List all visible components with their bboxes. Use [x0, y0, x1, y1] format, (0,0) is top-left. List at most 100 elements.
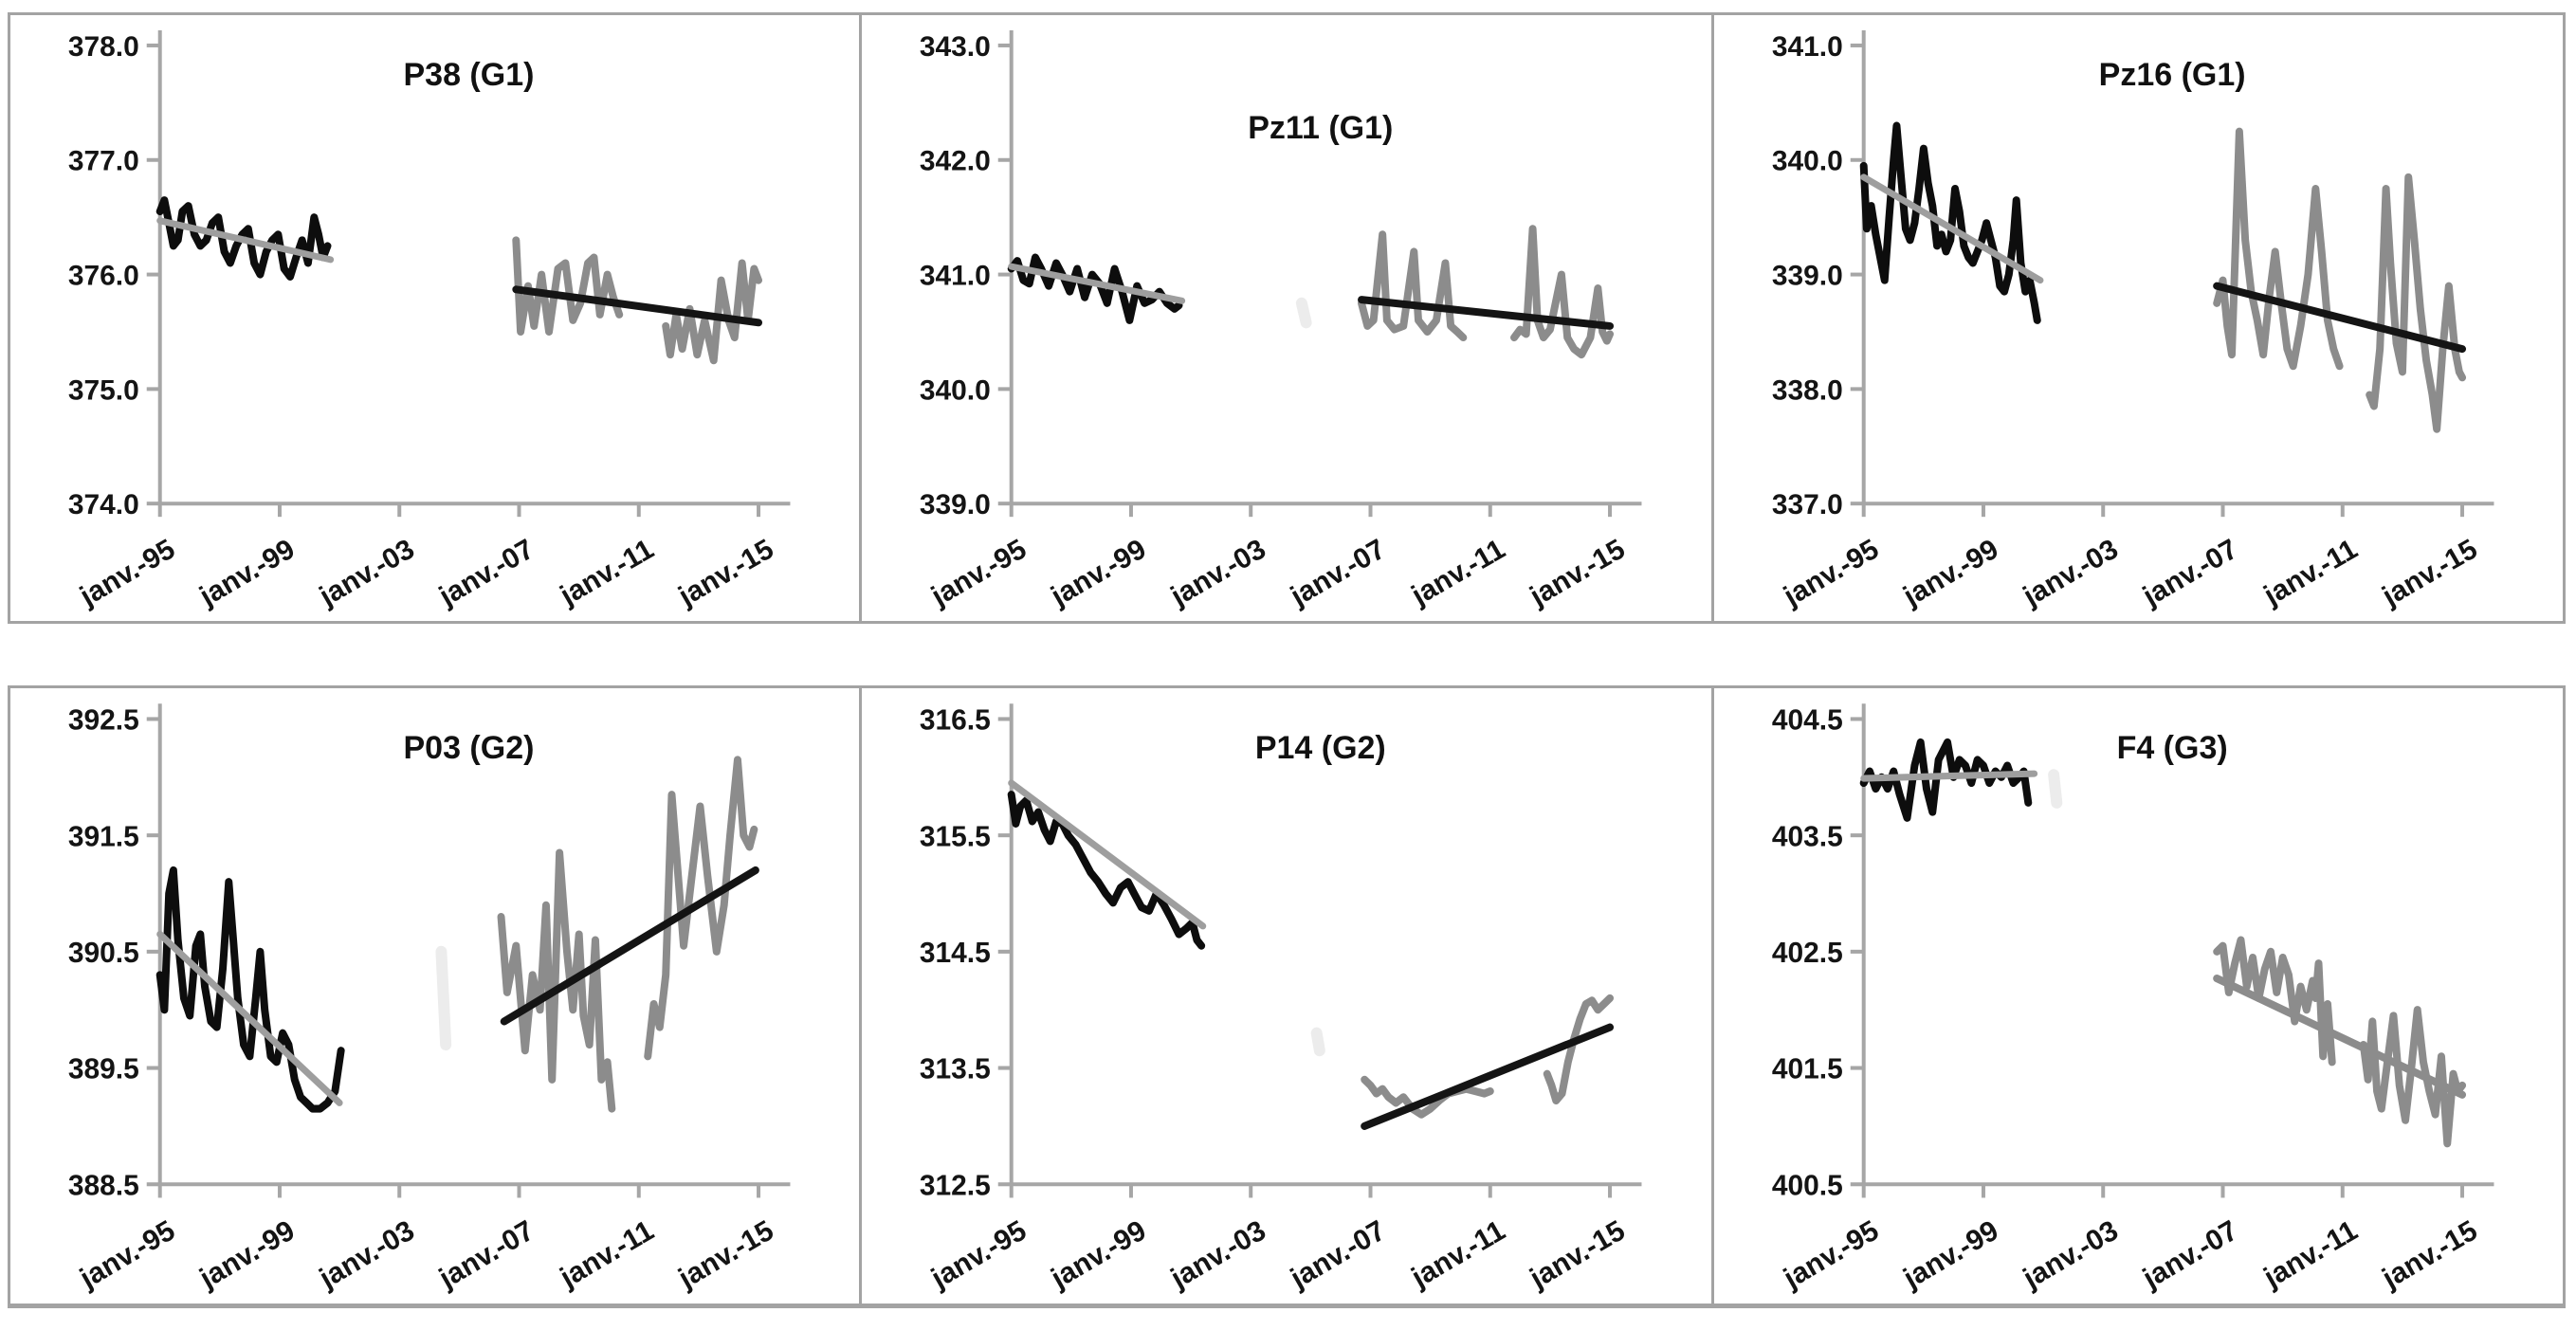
trend-line — [500, 866, 759, 1026]
trend-line — [1859, 770, 2037, 782]
ghost-measurement-mark — [435, 945, 452, 1051]
x-tick-label: janv.-95 — [74, 1214, 180, 1295]
x-tick-label: janv.-15 — [673, 1214, 779, 1295]
trend-line — [156, 217, 335, 264]
chart-title: Pz16 (G1) — [2098, 57, 2246, 93]
x-tick-label: janv.-99 — [193, 534, 300, 613]
x-tick-label: janv.-15 — [2376, 534, 2482, 613]
trend-line — [1008, 779, 1207, 930]
y-tick-label: 343.0 — [920, 31, 991, 63]
x-tick-label: janv.-07 — [433, 1214, 539, 1295]
data-series — [662, 259, 763, 365]
x-tick-label: janv.-03 — [1165, 534, 1271, 613]
x-tick-label: janv.-95 — [926, 1214, 1032, 1295]
chart-panel-p38: P38 (G1) 378.0 377.0 376.0 375.0 374.0 janv.-… — [10, 15, 860, 621]
x-tick-label: janv.-15 — [1525, 1214, 1631, 1295]
x-tick-label: janv.-07 — [2137, 1214, 2243, 1295]
x-tick-label: janv.-95 — [926, 534, 1032, 613]
trend-line — [156, 930, 343, 1106]
chart-panel-p14: P14 (G2) 316.5 315.5 314.5 313.5 312.5 janv.-… — [859, 688, 1711, 1304]
data-series — [512, 236, 624, 336]
chart-title: P14 (G2) — [1254, 730, 1386, 766]
y-tick-label: 337.0 — [1771, 489, 1842, 520]
x-tick-label: janv.-07 — [1285, 1214, 1391, 1295]
y-tick-label: 374.0 — [68, 489, 139, 520]
chart-title: P38 (G1) — [403, 57, 535, 93]
trend-line — [2212, 975, 2466, 1099]
x-tick-label: janv.-03 — [2017, 534, 2123, 613]
y-tick-label: 404.5 — [1771, 704, 1842, 736]
x-tick-label: janv.-11 — [1406, 534, 1511, 612]
data-series — [1544, 994, 1615, 1104]
x-tick-label: janv.-99 — [194, 1214, 301, 1295]
y-tick-label: 391.5 — [68, 821, 139, 852]
x-tick-label: janv.-11 — [1406, 1214, 1510, 1294]
x-tick-label: janv.-07 — [1285, 534, 1391, 613]
x-tick-label: janv.-07 — [433, 534, 539, 613]
data-series — [644, 756, 758, 1061]
x-tick-label: janv.-11 — [555, 534, 660, 612]
x-tick-label: janv.-95 — [1778, 534, 1884, 613]
chart-canvas: 404.5 403.5 402.5 401.5 400.5 janv.-95 janv.-9… — [1771, 703, 2494, 1295]
x-tick-label: janv.-95 — [1778, 1214, 1884, 1295]
data-series — [1859, 121, 2041, 324]
data-series — [1008, 253, 1183, 324]
y-tick-label: 389.5 — [68, 1054, 139, 1085]
y-tick-label: 375.0 — [68, 374, 139, 406]
data-series — [2212, 127, 2344, 371]
y-tick-label: 340.0 — [920, 374, 991, 406]
chart-canvas: 316.5 315.5 314.5 313.5 312.5 janv.-95 janv.-9… — [920, 703, 1642, 1295]
y-tick-label: 312.5 — [920, 1170, 991, 1201]
data-series — [1361, 1075, 1495, 1119]
data-series — [1008, 791, 1206, 950]
y-tick-label: 313.5 — [920, 1054, 991, 1085]
y-tick-label: 378.0 — [68, 31, 139, 63]
figure-row-top: P38 (G1) 378.0 377.0 376.0 375.0 374.0 janv.-… — [8, 12, 2566, 624]
chart-canvas: 341.0 340.0 339.0 338.0 337.0 janv.-95 janv.-9… — [1771, 29, 2494, 613]
y-tick-label: 342.0 — [920, 146, 991, 177]
trend-line — [1008, 263, 1186, 304]
chart-canvas: 392.5 391.5 390.5 389.5 388.5 janv.-95 janv.-9… — [68, 703, 791, 1295]
x-tick-label: janv.-15 — [673, 534, 779, 613]
ghost-measurement-mark — [1311, 1027, 1326, 1057]
y-tick-label: 376.0 — [68, 261, 139, 292]
ghost-measurement-mark — [1296, 297, 1312, 329]
y-tick-label: 401.5 — [1771, 1054, 1842, 1085]
y-tick-label: 315.5 — [920, 821, 991, 852]
y-tick-label: 341.0 — [1771, 31, 1842, 63]
x-tick-label: janv.-15 — [2376, 1214, 2482, 1295]
chart-title: Pz11 (G1) — [1248, 110, 1394, 146]
trend-line — [1859, 173, 2044, 284]
y-tick-label: 339.0 — [920, 489, 991, 520]
y-tick-label: 338.0 — [1771, 374, 1842, 406]
y-tick-label: 403.5 — [1771, 821, 1842, 852]
y-tick-label: 314.5 — [920, 938, 991, 969]
x-tick-label: janv.-03 — [2017, 1214, 2123, 1295]
x-tick-label: janv.-11 — [2257, 534, 2363, 612]
chart-panel-f4: F4 (G3) 404.5 403.5 402.5 401.5 400.5 janv.-9… — [1710, 688, 2563, 1304]
data-series — [155, 866, 345, 1113]
data-series — [2365, 173, 2466, 433]
y-tick-label: 316.5 — [920, 704, 991, 736]
chart-panel-p03: P03 (G2) 392.5 391.5 390.5 389.5 388.5 janv.-… — [10, 688, 860, 1304]
trend-line — [1361, 1023, 1615, 1130]
y-tick-label: 388.5 — [68, 1170, 139, 1201]
y-tick-label: 392.5 — [68, 704, 139, 736]
chart-panel-pz16: Pz16 (G1) 341.0 340.0 339.0 338.0 337.0 janv.… — [1710, 15, 2563, 621]
y-tick-label: 377.0 — [68, 146, 139, 177]
x-tick-label: janv.-11 — [2257, 1214, 2362, 1294]
x-tick-label: janv.-03 — [314, 534, 420, 613]
y-tick-label: 339.0 — [1771, 261, 1842, 292]
y-tick-label: 400.5 — [1771, 1170, 1842, 1201]
data-series — [2359, 1006, 2466, 1148]
x-tick-label: janv.-99 — [1046, 534, 1152, 613]
trend-line — [1358, 296, 1615, 330]
chart-canvas: 343.0 342.0 341.0 340.0 339.0 janv.-95 janv.-9… — [920, 29, 1642, 613]
data-series — [1510, 225, 1615, 359]
data-series — [2212, 936, 2336, 1067]
x-tick-label: janv.-03 — [314, 1214, 420, 1295]
data-series — [1358, 230, 1468, 342]
trend-line — [512, 285, 763, 327]
x-tick-label: janv.-99 — [1897, 1214, 2003, 1295]
y-tick-label: 340.0 — [1771, 146, 1842, 177]
